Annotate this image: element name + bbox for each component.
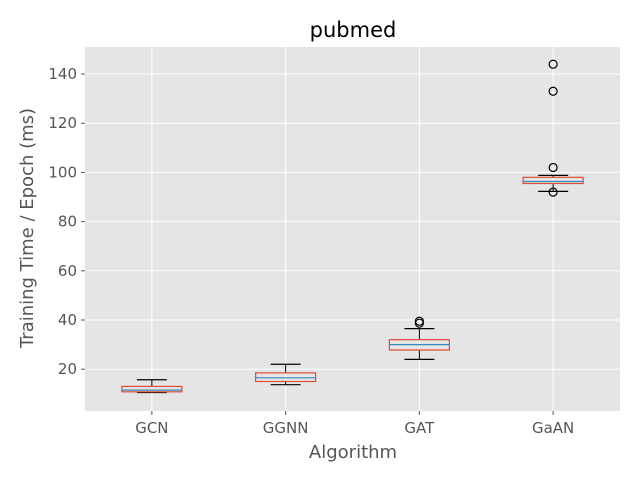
- y-tick-label: 120: [48, 114, 77, 132]
- y-tick-label: 20: [58, 360, 77, 378]
- y-axis-label: Training Time / Epoch (ms): [17, 108, 38, 349]
- plot-area: [85, 47, 620, 411]
- box-gaan: [522, 59, 584, 197]
- outlier-point: [548, 187, 558, 197]
- chart-title: pubmed: [310, 18, 397, 42]
- box-ggnn: [255, 363, 317, 386]
- y-axis: 20 40 60 80 100 120 140: [48, 65, 85, 378]
- x-axis-label: Algorithm: [309, 442, 397, 463]
- outlier-point: [548, 86, 558, 96]
- y-tick-label: 140: [48, 65, 77, 83]
- box-iqr: [121, 385, 183, 393]
- y-tick-label: 40: [58, 311, 77, 329]
- y-tick-label: 100: [48, 163, 77, 181]
- x-tick-label: GAT: [404, 419, 435, 437]
- outlier-point: [414, 316, 424, 326]
- outlier-point: [548, 59, 558, 69]
- box-iqr: [255, 372, 317, 383]
- x-tick-label: GCN: [135, 419, 168, 437]
- box-gat: [388, 316, 450, 360]
- boxes: [121, 59, 584, 394]
- y-tick-label: 60: [58, 262, 77, 280]
- x-tick-label: GGNN: [263, 419, 309, 437]
- x-axis: GCN GGNN GAT GaAN: [135, 411, 574, 437]
- box-iqr: [522, 176, 584, 185]
- x-tick-label: GaAN: [532, 419, 574, 437]
- outlier-point: [548, 162, 558, 173]
- y-tick-label: 80: [58, 213, 77, 231]
- box-gcn: [121, 379, 183, 394]
